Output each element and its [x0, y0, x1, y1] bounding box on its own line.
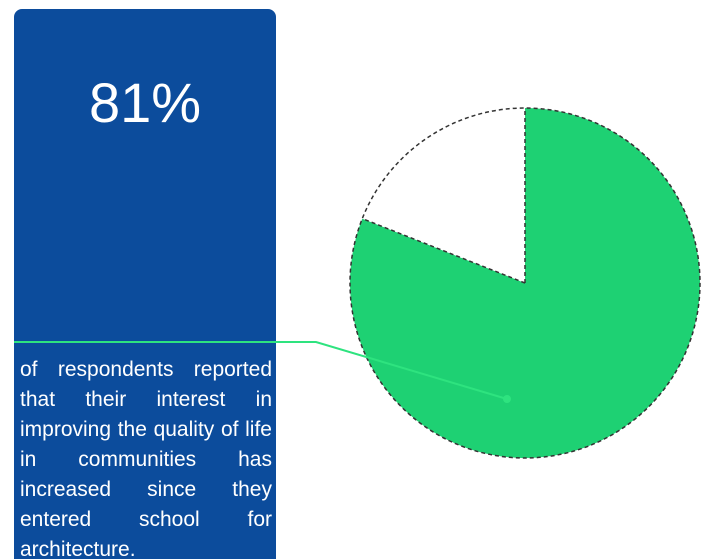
stat-panel: 81% of respondents reported that their i… — [14, 9, 276, 559]
slice-edge-end — [362, 217, 526, 284]
stat-caption: of respondents reported that their inter… — [20, 358, 272, 559]
stat-value: 81% — [88, 71, 202, 134]
pie-layer — [349, 107, 701, 459]
pie-slice-other — [362, 107, 525, 283]
pie-slice-increased — [350, 108, 700, 458]
pie-outline — [349, 107, 701, 459]
connector-dot — [503, 395, 511, 403]
